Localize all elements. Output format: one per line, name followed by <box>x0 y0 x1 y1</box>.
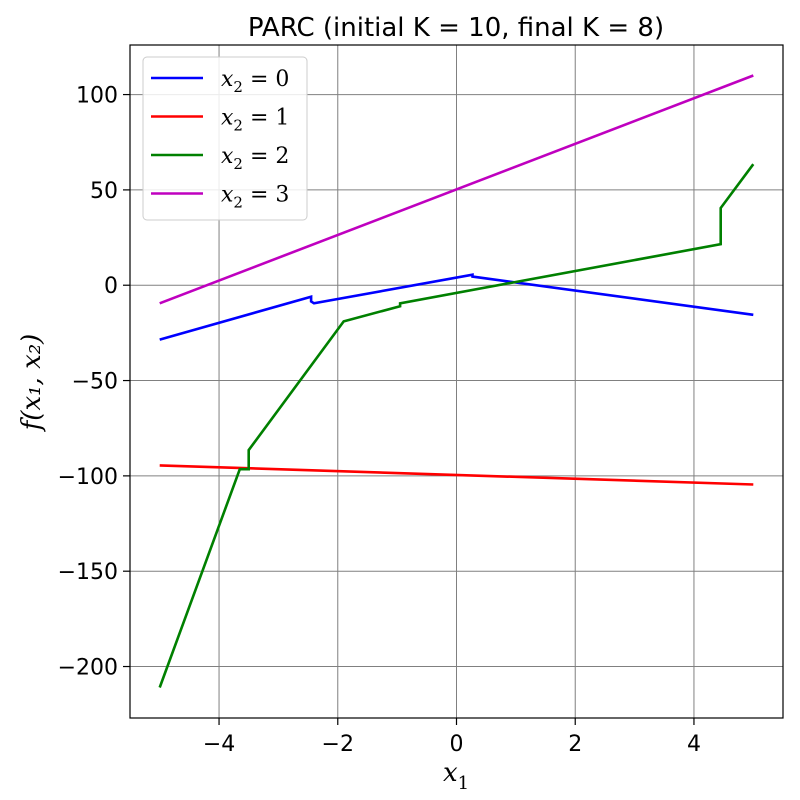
y-tick-label: −200 <box>58 656 118 681</box>
x-axis-label: x1 <box>443 758 469 794</box>
legend-label-2: x2 = 2 <box>221 144 289 173</box>
legend-sub: 2 <box>233 78 243 96</box>
y-tick-label: 50 <box>90 179 118 204</box>
series-line-1 <box>159 464 754 486</box>
legend-eq: = 3 <box>243 183 289 208</box>
y-axis-label: f(x₁, x₂) <box>17 334 47 433</box>
legend-eq: = 0 <box>243 67 289 92</box>
legend-sub: 2 <box>233 117 243 135</box>
series-layer <box>158 74 755 688</box>
y-tick-label: −150 <box>58 560 118 585</box>
legend-eq: = 2 <box>243 144 289 169</box>
legend-var: x <box>221 67 234 92</box>
x-axis-label-subscript: 1 <box>458 773 469 794</box>
legend-sub: 2 <box>233 155 243 173</box>
axis-ticks: −4 −2 0 2 4 −200 −150 −100 −50 0 50 100 <box>58 84 701 757</box>
legend-var: x <box>221 183 234 208</box>
legend-var: x <box>221 144 234 169</box>
legend-var: x <box>221 106 234 131</box>
x-tick-label: −2 <box>322 732 354 757</box>
y-tick-label: −50 <box>72 370 118 395</box>
x-axis-label-main: x <box>443 758 458 788</box>
x-tick-label: 4 <box>687 732 701 757</box>
legend-label-1: x2 = 1 <box>221 106 289 135</box>
legend-label-0: x2 = 0 <box>221 67 289 96</box>
series-line-0 <box>159 273 754 341</box>
y-tick-label: −100 <box>58 465 118 490</box>
x-tick-label: 2 <box>568 732 582 757</box>
legend-label-3: x2 = 3 <box>221 183 289 212</box>
legend-sub: 2 <box>233 194 243 212</box>
series-line-3 <box>159 74 754 305</box>
x-tick-label: −4 <box>203 732 235 757</box>
chart-title: PARC (initial K = 10, final K = 8) <box>248 13 664 43</box>
legend: x2 = 0x2 = 1x2 = 2x2 = 3 <box>142 56 308 221</box>
y-tick-label: 0 <box>104 274 118 299</box>
legend-box <box>142 56 308 221</box>
y-tick-label: 100 <box>76 84 118 109</box>
x-tick-label: 0 <box>450 732 464 757</box>
legend-eq: = 1 <box>243 106 289 131</box>
series-line-2 <box>158 163 755 688</box>
